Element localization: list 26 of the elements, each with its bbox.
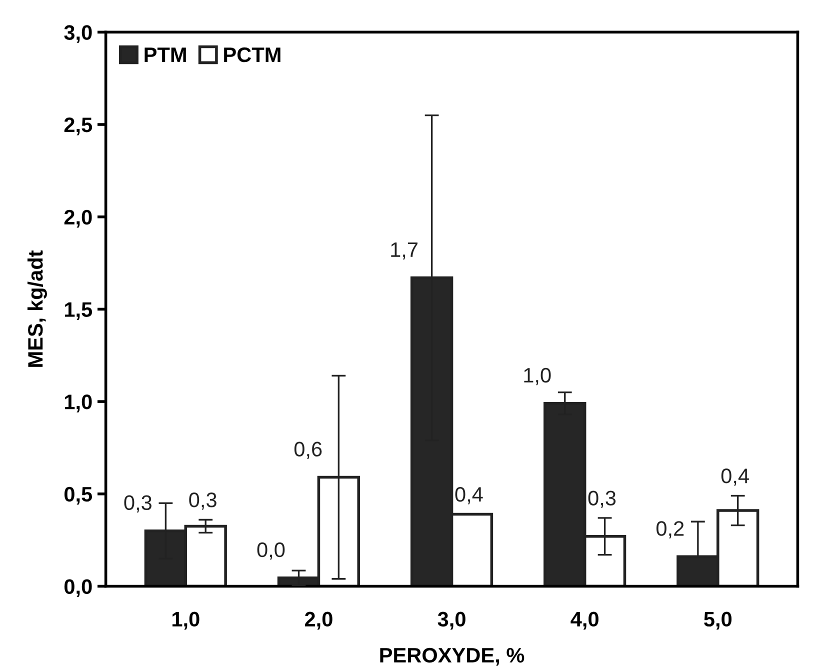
data-label: 0,0 [257,542,285,560]
data-label: 0,4 [721,468,749,486]
data-label: 0,4 [455,487,483,504]
y-tick-label: 3,0 [64,25,92,43]
y-tick-label: 1,5 [64,302,92,320]
x-tick-label: 3,0 [438,612,466,630]
y-tick-label: 2,5 [64,118,92,136]
data-label: 0,6 [294,442,322,459]
x-tick-label: 1,0 [172,612,200,630]
y-tick-label: 0,0 [64,579,92,598]
data-label: 1,7 [391,242,418,260]
data-label: 0,3 [189,492,216,510]
y-tick-label: 1,0 [64,394,92,412]
x-tick-label: 5,0 [704,612,732,630]
y-tick-label: 2,0 [64,210,92,228]
legend-label: PCTM [224,47,280,62]
y-tick-label: 0,5 [64,486,92,505]
y-axis-title: MES, kg/adt [27,250,47,367]
legend-label: PTM [144,48,186,62]
x-tick-label: 4,0 [570,612,598,630]
x-axis-title: PEROXYDE, % [380,648,524,666]
x-tick-label: 2,0 [304,612,332,630]
data-label: 0,3 [588,490,616,508]
data-label: 0,2 [656,521,684,538]
data-label: 0,3 [124,495,152,513]
data-label: 1,0 [524,368,551,386]
